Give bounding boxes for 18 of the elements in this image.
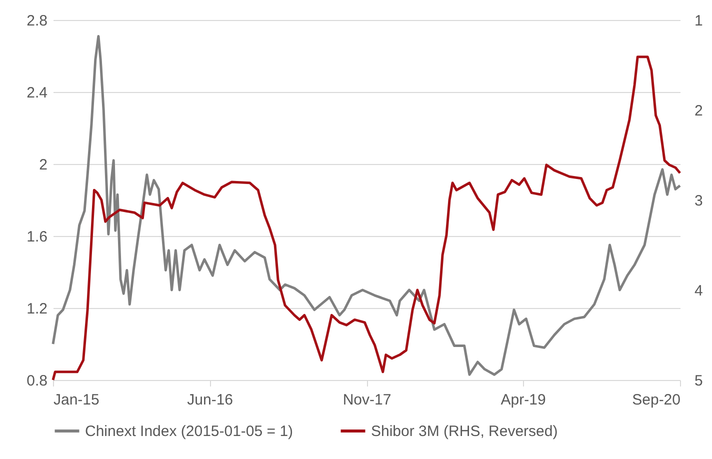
y2-tick-label: 2	[694, 102, 703, 120]
y-tick-label: 1.6	[26, 228, 48, 246]
x-tick-label: Sep-20	[632, 392, 680, 408]
x-tick-label: Jan-15	[54, 392, 100, 408]
x-tick-label: Apr-19	[500, 392, 546, 408]
x-tick-label: Nov-17	[342, 392, 392, 408]
y2-tick-label: 3	[694, 192, 703, 210]
y-tick-label: 2.4	[26, 84, 48, 102]
y-tick-label: 2.8	[26, 12, 48, 30]
y-tick-label: 0.8	[26, 372, 48, 390]
legend-label: Shibor 3M (RHS, Reversed)	[371, 423, 558, 440]
y2-tick-label: 5	[694, 372, 703, 390]
y-tick-label: 1.2	[26, 300, 48, 318]
legend-label: Chinext Index (2015-01-05 = 1)	[85, 423, 294, 440]
y2-tick-label: 4	[694, 282, 703, 300]
y2-tick-label: 1	[694, 12, 703, 30]
y-tick-label: 2	[39, 156, 48, 174]
x-tick-label: Jun-16	[187, 392, 234, 408]
